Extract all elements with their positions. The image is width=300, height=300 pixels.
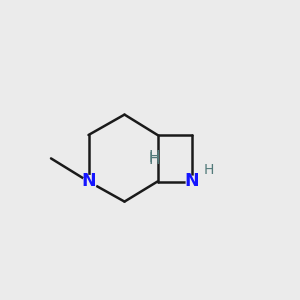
Text: H: H	[149, 150, 160, 165]
Text: H: H	[149, 152, 160, 166]
Text: N: N	[81, 172, 96, 190]
Text: N: N	[185, 172, 199, 190]
Text: H: H	[203, 163, 214, 177]
